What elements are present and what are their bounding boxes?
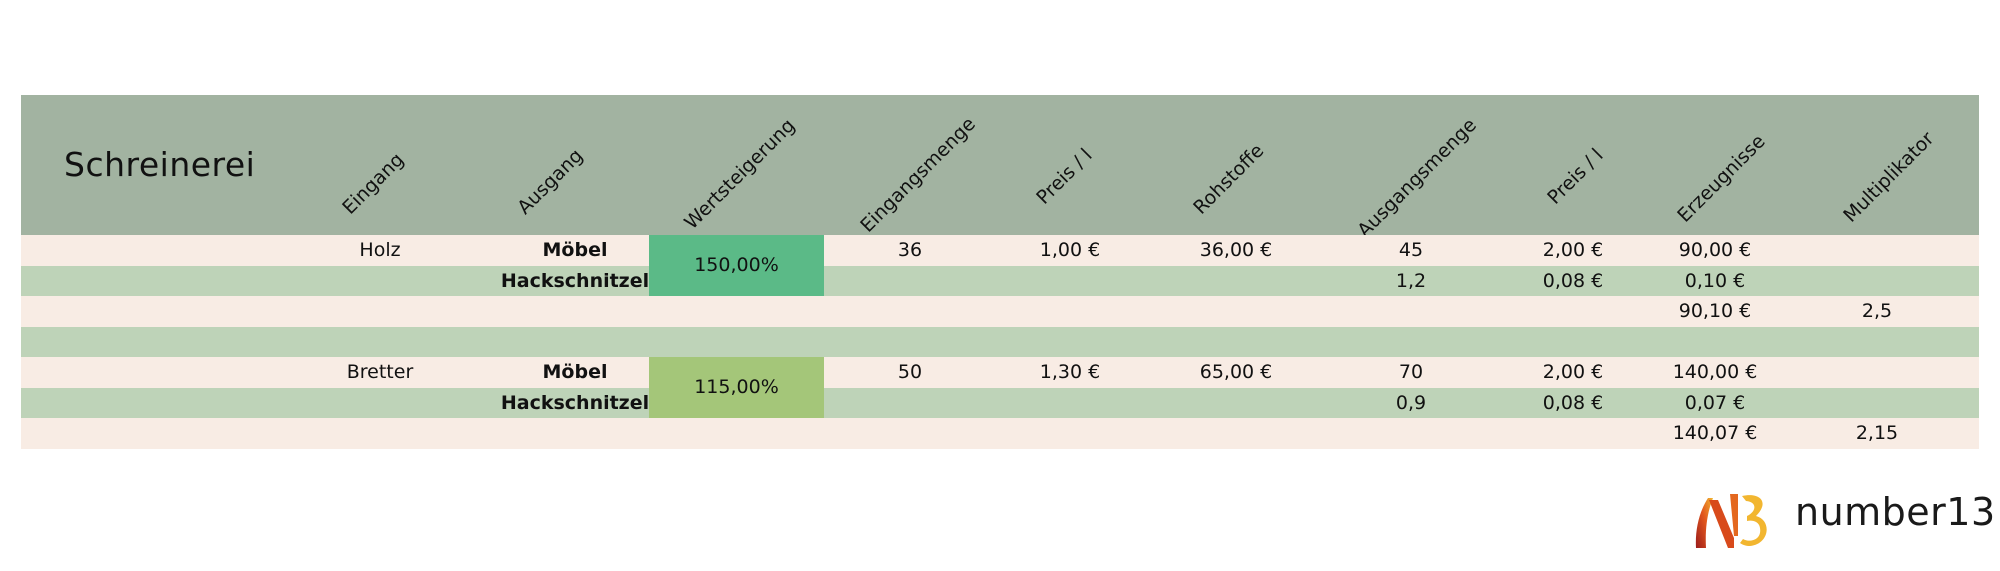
cell-erzeugnisse: 90,10 €: [1678, 300, 1752, 322]
cell-preis-out: 2,00 €: [1542, 361, 1604, 383]
cell-multiplikator: [1787, 266, 1967, 297]
cell-ausgangsmenge: [1321, 296, 1501, 327]
table-row: Bretter Möbel 50 1,30 € 65,00 € 70 2,00 € 140,0…: [21, 357, 1979, 388]
header-multiplikator: Multiplikator: [1839, 127, 1939, 227]
sheet-title: Schreinerei: [64, 145, 256, 184]
table-row: 90,10 € 2,5: [21, 296, 1979, 327]
cell-eingang: [290, 296, 470, 327]
header-eingangsmenge: Eingangsmenge: [856, 113, 980, 237]
cell-eingangsmenge: [820, 296, 1000, 327]
cell-eingangsmenge: [820, 266, 1000, 297]
cell-ausgangsmenge: [1321, 418, 1501, 449]
cell-erzeugnisse: [1625, 327, 1805, 358]
cell-eingang: [290, 266, 470, 297]
wertsteigerung-badge: 115,00%: [649, 357, 824, 418]
cell-preis-out: 0,08 €: [1542, 269, 1604, 292]
cell-multiplikator: [1787, 327, 1967, 358]
header-preis-in: Preis / l: [1032, 144, 1097, 209]
cell-eingang: Bretter: [346, 361, 414, 383]
cell-preis-in: [980, 418, 1160, 449]
header-rohstoffe: Rohstoffe: [1189, 139, 1269, 219]
table-header: Schreinerei Eingang Ausgang Wertsteigeru…: [21, 95, 1979, 242]
cell-ausgang: [485, 327, 665, 358]
cell-erzeugnisse: 140,07 €: [1672, 422, 1758, 444]
cell-eingang: [290, 327, 470, 358]
cell-ausgang: [485, 418, 665, 449]
cell-eingangsmenge: 36: [897, 239, 923, 261]
cell-rohstoffe: [1146, 388, 1326, 419]
cell-rohstoffe: [1146, 327, 1326, 358]
header-preis-out: Preis / l: [1543, 144, 1608, 209]
header-wertsteigerung: Wertsteigerung: [680, 114, 800, 234]
cell-preis-out: 0,08 €: [1542, 391, 1604, 414]
cell-ausgang: Möbel: [542, 361, 608, 383]
cell-rohstoffe: [1146, 418, 1326, 449]
cell-preis-in: 1,30 €: [1039, 361, 1101, 383]
cell-preis-in: [980, 388, 1160, 419]
cell-multiplikator: [1787, 357, 1967, 388]
cell-erzeugnisse: 0,10 €: [1684, 269, 1746, 292]
cell-preis-in: 1,00 €: [1039, 239, 1101, 261]
header-ausgangsmenge: Ausgangsmenge: [1353, 114, 1481, 242]
cell-ausgangsmenge: 1,2: [1395, 269, 1427, 292]
table-row: Holz Möbel 36 1,00 € 36,00 € 45 2,00 € 90,00 €: [21, 235, 1979, 266]
cell-rohstoffe: 36,00 €: [1199, 239, 1273, 261]
cell-erzeugnisse: 0,07 €: [1684, 391, 1746, 414]
cell-multiplikator: [1787, 235, 1967, 266]
table-row: 140,07 € 2,15: [21, 418, 1979, 449]
cell-ausgangsmenge: [1321, 327, 1501, 358]
cell-ausgangsmenge: 70: [1398, 361, 1424, 383]
header-eingang: Eingang: [338, 148, 409, 219]
cell-eingangsmenge: [820, 388, 1000, 419]
cell-rohstoffe: [1146, 266, 1326, 297]
cell-eingang: [290, 388, 470, 419]
cell-ausgang: [485, 296, 665, 327]
cell-eingangsmenge: [820, 418, 1000, 449]
header-erzeugnisse: Erzeugnisse: [1673, 130, 1770, 227]
cell-rohstoffe: 65,00 €: [1199, 361, 1273, 383]
header-ausgang: Ausgang: [513, 144, 588, 219]
cell-erzeugnisse: 90,00 €: [1678, 239, 1752, 261]
cell-preis-in: [980, 266, 1160, 297]
cell-erzeugnisse: 140,00 €: [1672, 361, 1758, 383]
cell-ausgang: Hackschnitzel: [500, 391, 650, 414]
cell-ausgangsmenge: 45: [1398, 239, 1424, 261]
table-row: [21, 326, 1979, 358]
cell-eingang: Holz: [359, 239, 401, 261]
cell-multiplikator: [1787, 388, 1967, 419]
cell-multiplikator: 2,15: [1855, 422, 1899, 444]
cell-preis-in: [980, 296, 1160, 327]
wertsteigerung-badge: 150,00%: [649, 235, 824, 296]
cell-eingangsmenge: 50: [897, 361, 923, 383]
table-row: Hackschnitzel 0,9 0,08 € 0,07 €: [21, 387, 1979, 419]
cell-eingangsmenge: [820, 327, 1000, 358]
cell-ausgang: Hackschnitzel: [500, 269, 650, 292]
table-row: Hackschnitzel 1,2 0,08 € 0,10 €: [21, 265, 1979, 297]
cell-preis-out: 2,00 €: [1542, 239, 1604, 261]
cell-multiplikator: 2,5: [1861, 300, 1893, 322]
cell-preis-in: [980, 327, 1160, 358]
cell-ausgang: Möbel: [542, 239, 608, 261]
logo-text: number13: [1795, 490, 1996, 534]
cell-ausgangsmenge: 0,9: [1395, 391, 1427, 414]
table-body: Holz Möbel 36 1,00 €36,00 €45 2,00 €90,00 € H…: [21, 235, 1979, 449]
number13-logo: number13: [1690, 488, 1995, 554]
n13-logo-icon: [1695, 494, 1767, 548]
cell-rohstoffe: [1146, 296, 1326, 327]
cell-eingang: [290, 418, 470, 449]
spreadsheet-table: Schreinerei Eingang Ausgang Wertsteigeru…: [21, 95, 1979, 449]
